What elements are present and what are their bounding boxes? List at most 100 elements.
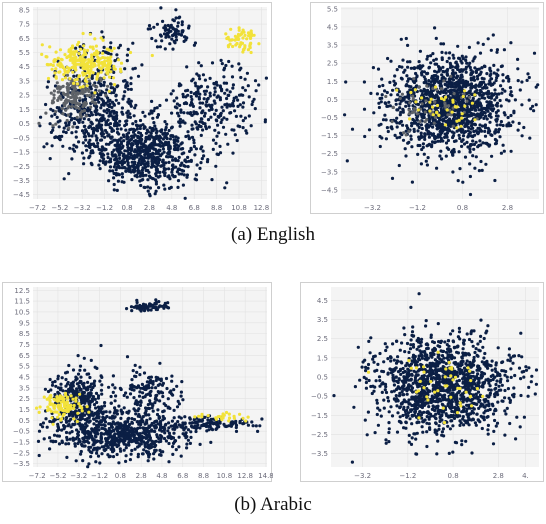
data-point xyxy=(122,448,126,452)
data-point xyxy=(88,32,92,36)
data-point xyxy=(141,110,145,114)
data-point xyxy=(419,123,423,127)
data-point xyxy=(108,431,112,435)
data-point xyxy=(198,101,202,105)
data-point xyxy=(118,439,123,443)
data-point xyxy=(80,398,84,402)
data-point xyxy=(156,163,160,167)
data-point xyxy=(251,424,255,428)
data-point xyxy=(56,90,60,94)
data-point xyxy=(162,163,166,167)
data-point xyxy=(454,71,458,75)
data-point xyxy=(431,113,435,117)
data-point xyxy=(416,114,420,118)
data-point xyxy=(430,133,434,137)
data-point xyxy=(488,129,492,133)
data-point xyxy=(476,99,480,103)
data-point xyxy=(122,441,126,445)
data-point xyxy=(461,134,466,138)
data-point xyxy=(95,74,100,78)
data-point xyxy=(46,405,50,409)
data-point xyxy=(67,83,71,87)
data-point xyxy=(126,87,130,91)
data-point xyxy=(414,100,418,104)
data-point xyxy=(428,109,432,113)
data-point xyxy=(497,127,501,131)
data-point xyxy=(469,124,474,128)
data-point xyxy=(68,53,72,57)
data-point xyxy=(203,92,207,96)
data-point xyxy=(468,162,472,166)
data-point xyxy=(498,123,502,127)
data-point xyxy=(87,448,91,452)
data-point xyxy=(496,114,500,118)
data-point xyxy=(154,298,158,302)
data-point xyxy=(48,157,52,161)
data-point xyxy=(480,107,484,111)
data-point xyxy=(426,71,430,75)
data-point xyxy=(147,146,151,150)
data-point xyxy=(394,102,398,106)
data-point xyxy=(84,128,88,132)
data-point xyxy=(254,424,258,428)
data-point xyxy=(100,123,104,127)
data-point xyxy=(69,417,73,421)
data-point xyxy=(45,142,49,146)
data-point xyxy=(467,45,471,50)
data-point xyxy=(176,24,180,28)
data-point xyxy=(177,172,181,176)
data-point xyxy=(425,126,429,130)
data-point xyxy=(445,108,449,112)
data-point xyxy=(46,76,51,81)
data-point xyxy=(238,43,242,47)
data-point xyxy=(160,435,164,439)
data-point xyxy=(237,62,241,66)
data-point xyxy=(79,452,83,456)
data-point xyxy=(138,151,142,155)
data-point xyxy=(93,91,97,95)
data-point xyxy=(465,108,469,112)
data-point xyxy=(77,52,81,56)
data-point xyxy=(173,174,177,179)
data-point xyxy=(76,354,80,358)
data-point xyxy=(470,143,474,147)
data-point xyxy=(107,385,111,389)
data-point xyxy=(131,41,135,45)
data-point xyxy=(111,420,115,424)
x-tick-label: −5.2 xyxy=(51,204,68,212)
x-tick-label: 14.8 xyxy=(258,472,273,480)
data-point xyxy=(475,88,479,92)
data-point xyxy=(534,103,538,107)
data-point xyxy=(419,112,423,116)
data-point xyxy=(402,131,406,135)
data-point xyxy=(137,169,141,173)
data-point xyxy=(450,71,454,76)
data-point xyxy=(433,100,437,104)
data-point xyxy=(432,121,436,125)
x-tick-label: 10.8 xyxy=(231,204,247,212)
data-point xyxy=(138,303,142,308)
data-point xyxy=(113,432,117,436)
data-point xyxy=(144,303,148,307)
data-point xyxy=(56,98,60,102)
data-point xyxy=(158,361,162,365)
data-point xyxy=(238,68,242,72)
data-point xyxy=(127,164,131,168)
data-point xyxy=(96,141,100,145)
data-point xyxy=(181,92,185,96)
y-tick-label: 7.5 xyxy=(19,341,30,349)
data-point xyxy=(133,430,137,434)
data-point xyxy=(378,134,382,139)
data-point xyxy=(215,134,219,138)
data-point xyxy=(57,96,61,100)
data-point xyxy=(70,65,74,70)
data-point xyxy=(495,104,499,108)
data-point xyxy=(441,126,445,130)
data-point xyxy=(157,186,161,190)
data-point xyxy=(111,76,116,80)
data-point xyxy=(79,375,83,379)
data-point xyxy=(113,67,117,71)
data-point xyxy=(158,399,162,403)
data-point xyxy=(461,57,465,61)
data-point xyxy=(512,109,516,113)
